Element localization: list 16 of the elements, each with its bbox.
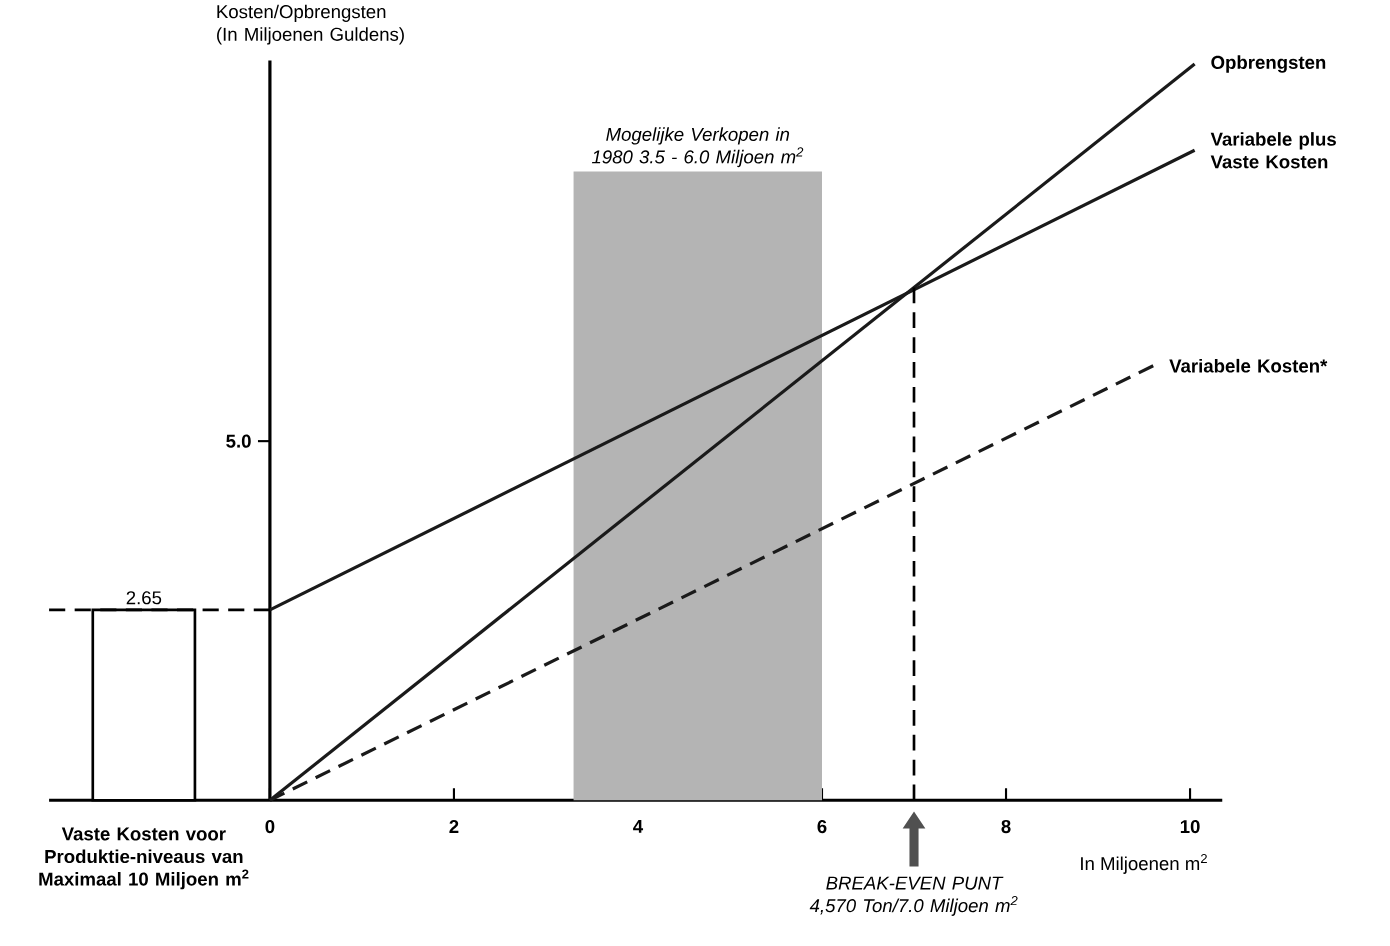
x-tick-label: 4 (633, 819, 644, 833)
x-tick-label: 0 (265, 819, 275, 834)
y-tick-label: 5.0 (226, 434, 251, 448)
x-tick-label: 2 (449, 819, 459, 833)
y-axis-title: Kosten/Opbrengsten (In Miljoenen Guldens) (217, 4, 404, 45)
series-label: Variabele plus Vaste Kosten (1210, 132, 1336, 169)
x-tick-label: 6 (817, 819, 827, 834)
x-tick-label: 10 (1180, 819, 1200, 834)
x-axis-title: In Miljoenen m$^{2}$ (1081, 853, 1207, 874)
text: BREAK-EVEN PUNT 4,570 Ton/7.0 Miljoen m$^{2}$ (809, 876, 1018, 916)
annotation: Vaste Kosten voor Produktie-niveaus van Maximaal 10 Miljoen m$^{2}$ (39, 827, 249, 890)
band-label: Mogelijke Verkopen in 1980 3.5 - 6.0 Miljoen m$^{2}$ (591, 127, 804, 168)
data-label: 2.65 (126, 591, 162, 605)
series-label: Variabele Kosten* (1169, 358, 1328, 373)
x-tick-label: 8 (1001, 819, 1011, 834)
series-label: Opbrengsten (1211, 55, 1326, 73)
